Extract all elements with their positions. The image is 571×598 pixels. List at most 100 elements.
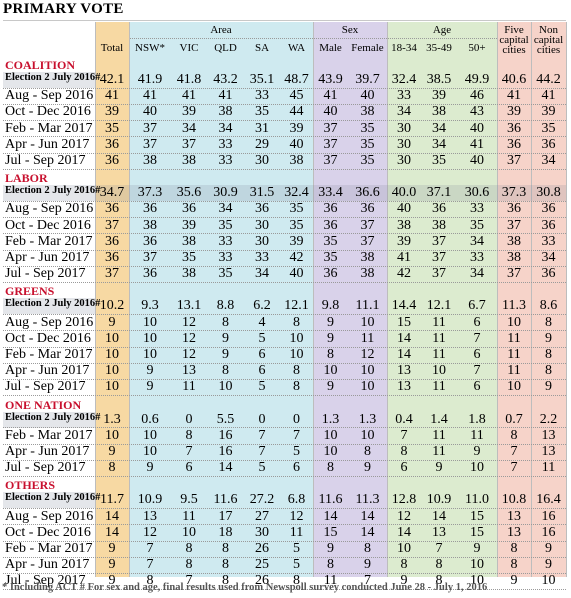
table-cell: 14 <box>218 460 233 476</box>
table-cell: 14 <box>105 524 119 540</box>
table-cell: 8 <box>293 314 300 330</box>
table-row: Feb - Mar 2017 9 7 8 8 26 5 9 8 10 7 9 8 9 <box>3 541 566 557</box>
table-cell: 6.2 <box>253 298 271 314</box>
table-cell: 7 <box>473 330 481 346</box>
table-cell: 41 <box>507 88 521 104</box>
table-cell: 37 <box>143 120 157 136</box>
table-cell: 36 <box>323 266 338 282</box>
table-cell: 11.0 <box>465 492 489 508</box>
table-cell: 36 <box>143 233 157 249</box>
row-label: Apr - Jun 2017 <box>5 444 90 459</box>
table-cell: 26 <box>255 541 269 556</box>
table-cell: 39 <box>182 217 196 233</box>
table-row: Apr - Jun 2017 36 37 37 33 29 40 37 35 30 34 41 36 36 <box>3 137 566 153</box>
table-cell: 37.3 <box>137 185 163 201</box>
table-cell: 34 <box>541 153 556 168</box>
column-header-stacked: capital <box>533 34 564 46</box>
table-cell: 9 <box>108 444 116 459</box>
table-cell: 8 <box>364 541 371 556</box>
row-label: Oct - Dec 2016 <box>5 330 91 346</box>
table-row: Aug - Sep 2016 14 13 11 17 27 12 14 14 12 14 15 13 16 <box>3 509 566 525</box>
table-cell: 9 <box>222 347 229 362</box>
table-cell: 1.3 <box>358 411 377 427</box>
table-cell: 9 <box>108 573 116 589</box>
table-cell: 36 <box>143 201 157 217</box>
table-cell: 14.4 <box>391 298 417 314</box>
table-cell: 7 <box>146 557 154 573</box>
table-cell: 41 <box>323 88 338 104</box>
table-cell: 34 <box>218 201 233 217</box>
row-divider <box>3 459 566 461</box>
table-cell: 7 <box>400 427 408 443</box>
table-cell: 10 <box>143 330 157 346</box>
table-cell: 11 <box>507 363 521 379</box>
table-cell: 11.7 <box>100 492 124 508</box>
table-cell: 36 <box>105 136 119 152</box>
table-cell: 15 <box>397 314 411 330</box>
table-cell: 38 <box>432 104 446 120</box>
table-cell: 38 <box>143 153 157 168</box>
table-cell: 27.2 <box>249 492 275 508</box>
row-divider <box>3 475 566 477</box>
table-cell: 13 <box>397 379 411 395</box>
table-cell: 10 <box>397 541 411 556</box>
table-cell: 30.8 <box>536 185 561 201</box>
table-cell: 7 <box>185 444 193 459</box>
table-cell: 37 <box>105 266 119 282</box>
table-cell: 36 <box>143 266 157 282</box>
table-cell: 8 <box>327 347 334 362</box>
table-cell: 37 <box>360 233 375 249</box>
table-cell: 12.1 <box>426 298 452 314</box>
row-divider <box>3 314 566 316</box>
table-cell: 37 <box>432 233 446 249</box>
column-header: SA <box>254 42 270 54</box>
table-cell: 8 <box>545 314 552 330</box>
table-cell: 40 <box>143 104 157 120</box>
table-cell: 8 <box>293 573 300 589</box>
table-cell: 10 <box>143 444 157 459</box>
row-divider <box>3 427 566 429</box>
table-cell: 13 <box>507 524 521 540</box>
table-cell: 9 <box>146 379 154 395</box>
table-row: Apr - Jun 2017 10 9 13 8 6 8 10 10 13 10 7 11 8 <box>3 363 566 379</box>
column-divider <box>387 22 388 577</box>
primary-vote-table: Area Sex Age Total NSW* VIC QLD SA WA Male Female 1… <box>3 22 567 591</box>
row-divider <box>3 265 566 267</box>
row-divider <box>3 346 566 348</box>
table-cell: 8 <box>327 557 334 573</box>
table-cell: 8 <box>222 541 229 556</box>
row-label: Jul - Sep 2017 <box>5 379 86 395</box>
election-row-band <box>3 298 95 315</box>
table-cell: 37 <box>182 136 196 152</box>
table-cell: 38 <box>182 266 196 282</box>
table-cell: 10 <box>360 363 375 379</box>
table-cell: 9 <box>108 314 116 330</box>
row-label: Oct - Dec 2016 <box>5 217 91 233</box>
table-cell: 35 <box>360 136 375 152</box>
table-cell: 0 <box>293 411 300 427</box>
table-row: Election 2 July 2016# 34.7 37.3 35.6 30.9 31.… <box>3 185 566 201</box>
table-cell: 30 <box>255 217 269 233</box>
table-cell: 38 <box>289 153 304 168</box>
row-label: Oct - Dec 2016 <box>5 524 91 540</box>
table-cell: 9 <box>108 557 116 573</box>
table-cell: 34 <box>470 266 484 282</box>
column-header: Female <box>351 42 384 54</box>
row-divider <box>3 589 566 591</box>
column-header-stacked: Five <box>504 24 524 36</box>
table-cell: 16.4 <box>536 492 561 508</box>
column-header: VIC <box>179 42 199 54</box>
table-cell: 14 <box>432 508 446 524</box>
table-cell: 33 <box>255 88 269 104</box>
table-cell: 17 <box>218 508 233 524</box>
column-shade <box>497 22 531 577</box>
column-shade <box>313 22 348 577</box>
table-cell: 6 <box>185 460 193 476</box>
table-cell: 13 <box>143 508 157 524</box>
table-cell: 8 <box>364 444 371 459</box>
row-divider <box>3 249 566 251</box>
table-cell: 7 <box>510 460 518 476</box>
column-header: Male <box>319 42 342 54</box>
table-cell: 37 <box>105 217 119 233</box>
table-cell: 35 <box>432 153 446 168</box>
